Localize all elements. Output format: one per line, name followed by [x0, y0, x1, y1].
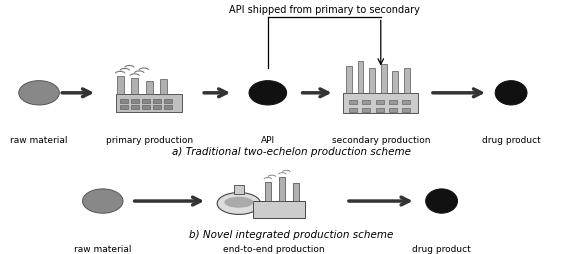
Text: drug product: drug product [412, 244, 471, 253]
Bar [120, 105, 128, 110]
Ellipse shape [19, 81, 59, 106]
Bar [402, 100, 410, 104]
Text: primary production: primary production [105, 136, 193, 145]
Bar [143, 105, 150, 110]
Bar [143, 99, 150, 104]
Bar [132, 99, 139, 104]
Bar [402, 108, 410, 112]
Bar [346, 67, 352, 93]
Bar [265, 182, 271, 201]
Bar [154, 99, 161, 104]
Bar [362, 100, 370, 104]
Ellipse shape [225, 197, 253, 208]
Bar [369, 69, 375, 93]
FancyBboxPatch shape [116, 95, 182, 113]
Bar [120, 99, 128, 104]
Bar [389, 100, 397, 104]
FancyBboxPatch shape [343, 93, 418, 114]
Text: a) Traditional two-echelon production scheme: a) Traditional two-echelon production sc… [172, 147, 410, 156]
Ellipse shape [217, 193, 261, 215]
Ellipse shape [249, 81, 287, 106]
Bar [389, 108, 397, 112]
Bar [375, 108, 384, 112]
Bar [234, 185, 243, 194]
Bar [165, 105, 172, 110]
Bar [160, 80, 167, 95]
Bar [349, 108, 357, 112]
Ellipse shape [425, 189, 457, 213]
Bar [279, 177, 285, 201]
Bar [154, 105, 161, 110]
Bar [146, 81, 152, 95]
Ellipse shape [83, 189, 123, 213]
Ellipse shape [495, 81, 527, 106]
Bar [165, 99, 172, 104]
Bar [131, 79, 138, 95]
Bar [392, 72, 398, 93]
Text: drug product: drug product [482, 136, 541, 145]
Bar [404, 69, 410, 93]
Text: API: API [261, 136, 275, 145]
Bar [293, 183, 299, 201]
Text: API shipped from primary to secondary: API shipped from primary to secondary [229, 5, 420, 15]
Bar [381, 64, 386, 93]
Bar [132, 105, 139, 110]
Bar [357, 62, 363, 93]
Text: end-to-end production: end-to-end production [223, 244, 324, 253]
Bar [349, 100, 357, 104]
Bar [116, 76, 123, 95]
Text: b) Novel integrated production scheme: b) Novel integrated production scheme [189, 229, 393, 239]
Bar [362, 108, 370, 112]
Bar [375, 100, 384, 104]
FancyBboxPatch shape [253, 201, 306, 218]
Text: secondary production: secondary production [332, 136, 430, 145]
Text: raw material: raw material [74, 244, 132, 253]
Text: raw material: raw material [10, 136, 68, 145]
